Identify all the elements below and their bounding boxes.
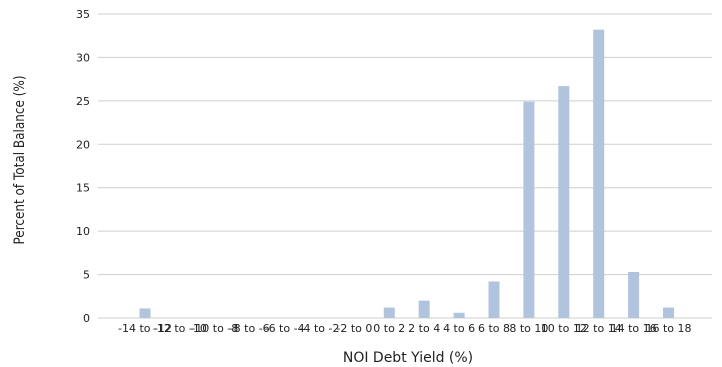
bar: [593, 29, 605, 319]
x-tick-label: -12 to -10: [153, 322, 207, 335]
x-tick-label: -14 to -12: [118, 322, 172, 335]
x-axis-label: NOI Debt Yield (%): [343, 350, 473, 366]
bar: [383, 307, 395, 318]
x-tick-label: -10 to -8: [191, 322, 238, 335]
bar: [418, 300, 430, 318]
y-tick-labels: 0 5 10 15 20 25 30 35: [76, 8, 90, 325]
x-tick-label: 4 to 6: [443, 322, 475, 335]
x-tick-labels: -14 to -12-12 to -10-10 to -8-8 to -6-6 …: [118, 322, 692, 335]
x-tick-label: -6 to -4: [265, 322, 305, 335]
x-tick-label: 14 to 16: [611, 322, 657, 335]
x-tick-label: 6 to 8: [478, 322, 510, 335]
bar: [453, 312, 465, 318]
bar: [488, 281, 500, 318]
bar: [628, 271, 640, 318]
y-tick-label: 25: [76, 95, 90, 108]
y-tick-label: 0: [83, 312, 90, 325]
x-tick-label: 8 to 10: [509, 322, 548, 335]
bar: [558, 86, 570, 318]
y-tick-label: 30: [76, 51, 90, 64]
bar: [523, 101, 535, 319]
x-tick-label: 12 to 14: [576, 322, 622, 335]
x-tick-label: -4 to -2: [300, 322, 340, 335]
x-tick-label: 16 to 18: [645, 322, 691, 335]
gridlines: [98, 13, 712, 319]
x-tick-label: 0 to 2: [373, 322, 405, 335]
y-tick-label: 10: [76, 225, 90, 238]
x-tick-label: -8 to -6: [230, 322, 270, 335]
x-tick-label: -2 to 0: [336, 322, 372, 335]
x-tick-label: 10 to 12: [541, 322, 587, 335]
x-tick-label: 2 to 4: [408, 322, 440, 335]
y-tick-label: 5: [83, 269, 90, 282]
y-tick-label: 15: [76, 182, 90, 195]
bar: [663, 307, 674, 318]
bars: [139, 29, 674, 319]
bar: [139, 308, 151, 318]
y-axis-label: Percent of Total Balance (%): [12, 75, 28, 244]
y-tick-label: 20: [76, 138, 90, 151]
y-tick-label: 35: [76, 8, 90, 21]
